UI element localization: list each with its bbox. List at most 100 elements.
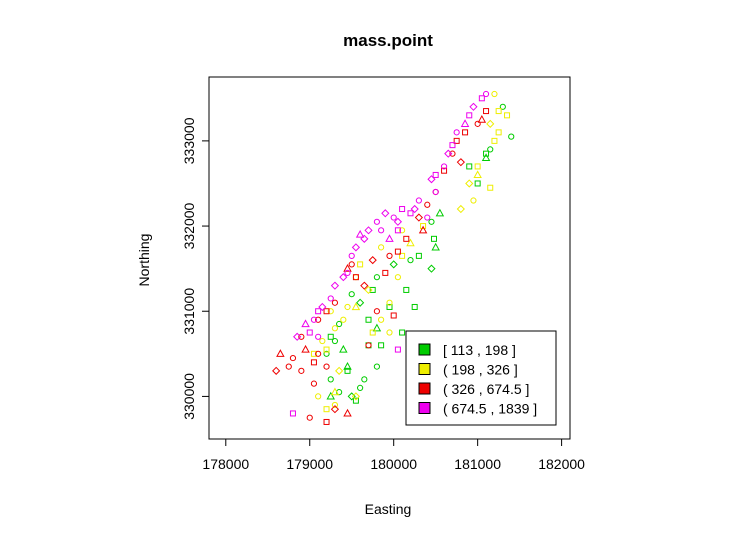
data-point (347, 392, 356, 401)
data-point (331, 299, 339, 306)
data-point (462, 129, 469, 136)
data-point (378, 244, 385, 251)
data-point (351, 243, 361, 252)
data-point (330, 281, 340, 290)
x-axis: 178000 179000 180000 181000 182000 (202, 438, 585, 472)
data-point (473, 170, 482, 179)
data-point (382, 269, 389, 276)
legend-swatch (418, 382, 431, 395)
data-point (339, 344, 348, 353)
data-point (339, 273, 348, 282)
data-point (504, 112, 511, 119)
legend-label: ( 198 , 326 ] (443, 362, 518, 378)
data-point (319, 337, 326, 345)
data-point (474, 163, 481, 170)
data-point (331, 337, 339, 345)
data-point (352, 274, 359, 281)
x-tick-label: 181000 (454, 456, 501, 472)
data-point (373, 274, 381, 281)
data-point (373, 308, 381, 315)
data-point (343, 264, 352, 272)
data-point (364, 285, 373, 295)
data-point (427, 175, 436, 184)
data-point (478, 95, 485, 102)
data-point (495, 108, 502, 115)
data-point (424, 201, 431, 208)
data-point (389, 260, 398, 269)
data-point (474, 120, 481, 127)
data-point (407, 210, 414, 217)
data-point (428, 218, 435, 225)
data-point (441, 167, 448, 174)
data-point (351, 302, 361, 311)
data-point (336, 320, 343, 328)
data-point (355, 229, 365, 238)
y-tick-label: 330000 (181, 373, 197, 420)
data-point (431, 242, 440, 251)
series-1 (323, 103, 515, 404)
data-point (352, 274, 360, 281)
data-point (460, 119, 470, 127)
legend-swatch (418, 343, 431, 356)
data-point (427, 264, 436, 273)
chart-title: mass.point (343, 31, 433, 50)
data-point (453, 137, 460, 144)
data-point (470, 197, 477, 204)
data-point (289, 354, 297, 362)
data-point (378, 227, 385, 234)
data-point (323, 418, 330, 425)
x-axis-label: Easting (365, 501, 412, 517)
data-point (415, 197, 422, 204)
data-point (491, 90, 498, 98)
data-point (415, 252, 422, 259)
data-point (323, 308, 330, 315)
data-point (343, 361, 352, 370)
data-point (403, 286, 410, 293)
data-point (386, 303, 393, 310)
data-point (360, 234, 369, 243)
data-point (315, 308, 322, 315)
legend-swatch (418, 402, 431, 414)
data-point (483, 108, 490, 115)
data-point (315, 393, 322, 400)
data-point (465, 179, 474, 188)
data-point (453, 129, 460, 136)
data-point (331, 325, 339, 332)
data-point (444, 149, 453, 158)
data-point (487, 146, 494, 153)
data-point (390, 312, 397, 319)
data-point (378, 316, 385, 323)
legend: [ 113 , 198 ] ( 198 , 326 ] ( 326 , 674.5 … (405, 330, 557, 426)
data-point (298, 367, 305, 374)
data-point (393, 217, 403, 226)
data-point (351, 392, 361, 401)
data-point (272, 366, 281, 375)
data-point (315, 316, 322, 323)
data-point (394, 274, 401, 281)
data-point (323, 406, 330, 413)
data-point (335, 366, 344, 375)
data-point (315, 333, 322, 340)
y-tick-label: 332000 (181, 202, 197, 249)
data-point (344, 303, 351, 311)
data-point (364, 226, 373, 235)
data-point (487, 184, 494, 191)
x-tick-label: 182000 (538, 456, 585, 472)
data-point (386, 329, 393, 336)
data-point (482, 90, 490, 98)
x-tick-label: 178000 (202, 456, 249, 472)
data-point (469, 102, 478, 111)
data-point (276, 349, 285, 357)
data-point (348, 291, 355, 298)
data-point (435, 208, 445, 217)
data-point (323, 350, 330, 357)
data-point (330, 387, 340, 396)
data-point (365, 342, 372, 349)
data-point (310, 359, 317, 366)
data-point (420, 223, 427, 230)
data-point (285, 363, 292, 370)
data-point (381, 209, 390, 218)
data-point (369, 329, 376, 336)
data-point (330, 405, 340, 414)
